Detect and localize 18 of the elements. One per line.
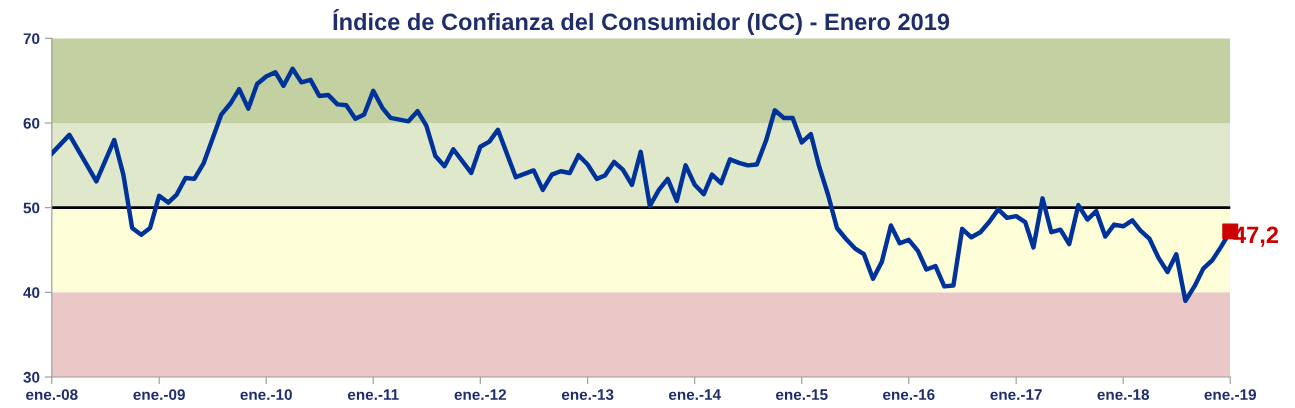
x-tick-label: ene.-08 [26, 389, 78, 401]
y-tick-label: 50 [23, 202, 40, 214]
x-tick-label: ene.-09 [133, 389, 185, 401]
x-tick-label: ene.-19 [1204, 389, 1257, 401]
y-tick-label: 60 [23, 117, 40, 129]
x-tick-label: ene.-12 [454, 389, 507, 401]
y-tick-label: 70 [23, 33, 40, 45]
x-tick-label: ene.-18 [1097, 389, 1150, 401]
chart-title: Índice de Confianza del Consumidor (ICC) - Enero 2019 [333, 9, 950, 35]
y-tick-label: 30 [23, 371, 40, 383]
x-tick-label: ene.-15 [776, 389, 828, 401]
x-tick-label: ene.-10 [240, 389, 292, 401]
x-tick-label: ene.-13 [561, 389, 614, 401]
y-tick-label: 40 [23, 287, 40, 299]
x-tick-label: ene.-11 [347, 389, 399, 401]
x-tick-label: ene.-17 [990, 389, 1042, 401]
x-tick-label: ene.-14 [668, 389, 721, 401]
x-tick-label: ene.-16 [883, 389, 935, 401]
